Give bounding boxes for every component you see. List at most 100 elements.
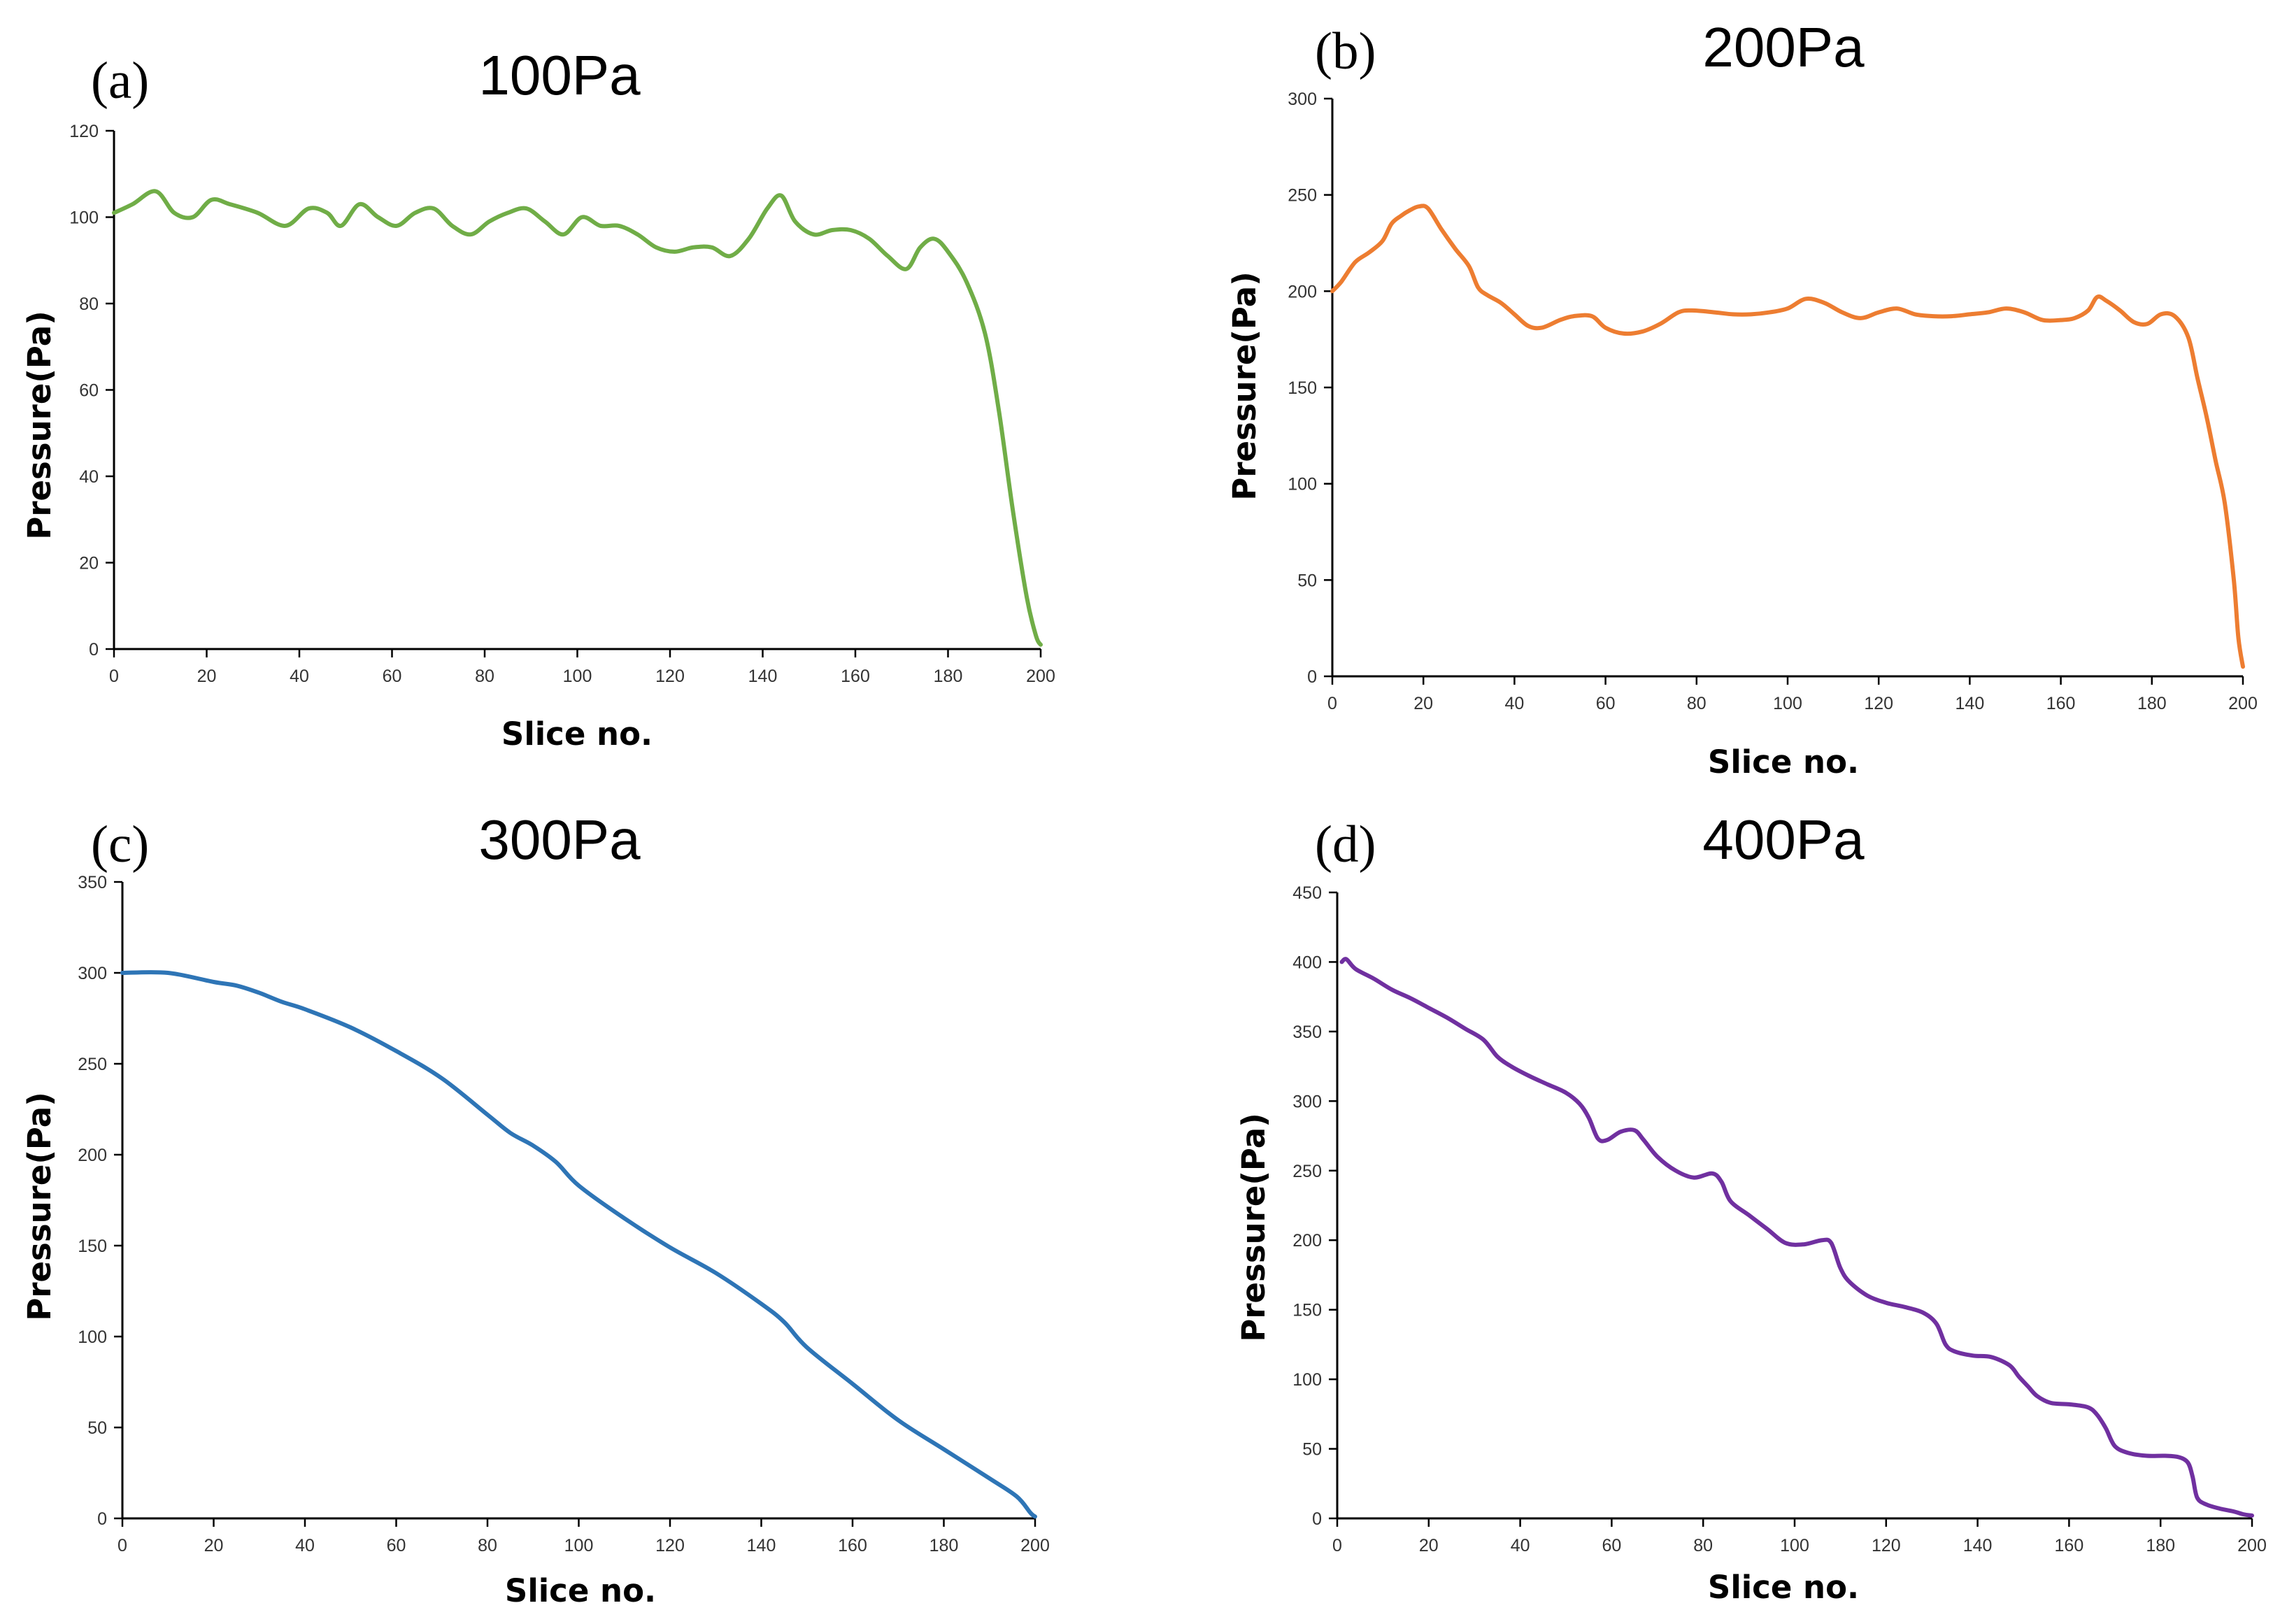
panel-b-x-tick-label: 160 xyxy=(2046,694,2076,713)
panel-d-y-tick-label: 400 xyxy=(1292,953,1322,972)
panel-a-y-tick-label: 80 xyxy=(79,294,99,314)
panel-a-x-tick-label: 160 xyxy=(841,667,870,686)
panel-a-x-tick-label: 120 xyxy=(655,667,685,686)
panel-c-x-tick-label: 160 xyxy=(838,1536,867,1555)
panel-c-x-tick-label: 80 xyxy=(478,1536,497,1555)
panel-c: (c) 300Pa 0 50 100 150 200 250 300 350 0 20 40 60 80… xyxy=(21,809,1050,1609)
panel-d-series-line xyxy=(1339,957,2254,1518)
panel-c-plot: 0 50 100 150 200 250 300 350 0 20 40 60 80 100 120 140 1… xyxy=(78,873,1050,1555)
panel-d-x-tick-label: 60 xyxy=(1602,1536,1621,1555)
panel-c-y-tick-label: 350 xyxy=(78,873,107,892)
panel-b-x-tick-label: 0 xyxy=(1327,694,1337,713)
panel-b-x-tick-label: 80 xyxy=(1687,694,1707,713)
panel-c-series-line xyxy=(120,970,1037,1519)
panel-a-x-tick-label: 0 xyxy=(109,667,119,686)
panel-a-y-tick-label: 60 xyxy=(79,381,99,401)
panel-b-x-tick-label: 40 xyxy=(1504,694,1524,713)
panel-a: (a) 100Pa 0 20 40 60 80 100 120 0 20 40 60 80 100 120… xyxy=(21,44,1055,753)
panel-c-y-tick-label: 200 xyxy=(78,1146,107,1165)
panel-a-label: (a) xyxy=(91,52,149,110)
panel-d-y-tick-label: 350 xyxy=(1292,1023,1322,1042)
panel-d-y-axis-label: Pressure(Pa) xyxy=(1235,1113,1272,1341)
panel-a-y-axis-label: Pressure(Pa) xyxy=(21,311,58,539)
panel-b-y-axis-label: Pressure(Pa) xyxy=(1226,271,1263,500)
panel-d-x-tick-label: 120 xyxy=(1872,1536,1901,1555)
panel-c-x-tick-label: 180 xyxy=(929,1536,959,1555)
panel-a-y-tick-label: 120 xyxy=(69,122,99,141)
panel-c-x-tick-label: 60 xyxy=(387,1536,406,1555)
panel-c-y-tick-label: 250 xyxy=(78,1055,107,1074)
panel-d-y-tick-label: 300 xyxy=(1292,1092,1322,1111)
panel-c-title: 300Pa xyxy=(478,809,641,871)
panel-a-x-tick-label: 180 xyxy=(934,667,963,686)
panel-d-x-axis-label: Slice no. xyxy=(1708,1569,1859,1606)
panel-b-x-tick-label: 200 xyxy=(2228,694,2258,713)
panel-b-x-tick-label: 140 xyxy=(1955,694,1985,713)
panel-a-y-tick-label: 40 xyxy=(79,467,99,487)
panel-c-y-tick-label: 100 xyxy=(78,1327,107,1347)
panel-d-y-tick-label: 450 xyxy=(1292,883,1322,903)
panel-b-y-tick-label: 50 xyxy=(1297,571,1317,590)
panel-c-y-tick-label: 150 xyxy=(78,1237,107,1256)
panel-a-title: 100Pa xyxy=(478,44,641,106)
panel-c-label: (c) xyxy=(91,815,149,874)
panel-b-plot: 0 50 100 150 200 250 300 0 20 40 60 80 100 120 140 160 1… xyxy=(1288,90,2258,713)
panel-a-series-line xyxy=(112,189,1043,647)
panel-a-y-tick-label: 100 xyxy=(69,208,99,228)
panel-d-x-tick-label: 80 xyxy=(1693,1536,1713,1555)
panel-b-y-tick-label: 200 xyxy=(1288,282,1317,301)
panel-a-y-tick-label: 0 xyxy=(89,640,99,660)
panel-b-y-tick-label: 250 xyxy=(1288,186,1317,206)
panel-a-plot: 0 20 40 60 80 100 120 0 20 40 60 80 100 120 140 160 180 2… xyxy=(69,122,1055,686)
panel-d-y-tick-label: 100 xyxy=(1292,1370,1322,1390)
panel-b-x-tick-label: 60 xyxy=(1596,694,1616,713)
panel-d-y-tick-label: 250 xyxy=(1292,1162,1322,1181)
panel-d-y-tick-label: 150 xyxy=(1292,1301,1322,1320)
panel-d-x-tick-label: 200 xyxy=(2237,1536,2267,1555)
panel-d-y-tick-label: 50 xyxy=(1302,1440,1322,1460)
panel-b-series-line xyxy=(1330,204,2245,669)
panel-b-x-tick-label: 120 xyxy=(1864,694,1893,713)
panel-a-x-tick-label: 140 xyxy=(748,667,778,686)
panel-c-x-tick-label: 100 xyxy=(564,1536,594,1555)
panel-d-y-tick-label: 200 xyxy=(1292,1231,1322,1251)
panel-c-x-tick-label: 200 xyxy=(1020,1536,1050,1555)
panel-c-x-tick-label: 40 xyxy=(295,1536,315,1555)
panel-c-x-axis-label: Slice no. xyxy=(505,1572,656,1609)
panel-b-x-tick-label: 100 xyxy=(1773,694,1802,713)
panel-c-x-tick-label: 140 xyxy=(747,1536,776,1555)
panel-c-x-tick-label: 120 xyxy=(655,1536,685,1555)
panel-b-x-tick-label: 20 xyxy=(1413,694,1433,713)
panel-a-x-axis-label: Slice no. xyxy=(501,715,653,753)
panel-d-x-tick-label: 140 xyxy=(1963,1536,1993,1555)
panel-b-title: 200Pa xyxy=(1702,16,1865,78)
panel-a-x-tick-label: 40 xyxy=(290,667,309,686)
panel-d-x-tick-label: 0 xyxy=(1332,1536,1342,1555)
panel-a-x-tick-label: 200 xyxy=(1026,667,1055,686)
panel-d-x-tick-label: 20 xyxy=(1419,1536,1439,1555)
panel-b-y-tick-label: 300 xyxy=(1288,90,1317,109)
panel-d-x-tick-label: 100 xyxy=(1780,1536,1809,1555)
panel-b: (b) 200Pa 0 50 100 150 200 250 300 0 20 40 60 80 100… xyxy=(1226,16,2258,781)
panel-c-y-axis-label: Pressure(Pa) xyxy=(21,1092,58,1320)
panel-c-x-tick-label: 20 xyxy=(204,1536,224,1555)
panel-b-y-tick-label: 150 xyxy=(1288,378,1317,398)
panel-d-title: 400Pa xyxy=(1702,809,1865,871)
panel-c-y-tick-label: 0 xyxy=(97,1509,107,1529)
panel-b-label: (b) xyxy=(1315,22,1376,80)
panel-d-plot: 0 50 100 150 200 250 300 350 400 450 0 20 40 60 80 100 1… xyxy=(1292,883,2267,1555)
panel-d-x-tick-label: 40 xyxy=(1511,1536,1530,1555)
panel-d-label: (d) xyxy=(1315,815,1376,874)
panel-d-x-tick-label: 160 xyxy=(2055,1536,2084,1555)
panel-b-x-axis-label: Slice no. xyxy=(1708,743,1859,781)
panel-a-y-tick-label: 20 xyxy=(79,554,99,574)
panel-c-y-tick-label: 300 xyxy=(78,964,107,983)
panel-d-y-tick-label: 0 xyxy=(1312,1509,1322,1529)
panel-a-x-tick-label: 20 xyxy=(197,667,217,686)
panel-b-x-tick-label: 180 xyxy=(2137,694,2167,713)
panel-d: (d) 400Pa 0 50 100 150 200 250 300 350 400 450 0 20… xyxy=(1235,809,2267,1606)
panel-a-x-tick-label: 80 xyxy=(475,667,494,686)
panel-d-x-tick-label: 180 xyxy=(2146,1536,2175,1555)
panel-b-y-tick-label: 100 xyxy=(1288,475,1317,494)
